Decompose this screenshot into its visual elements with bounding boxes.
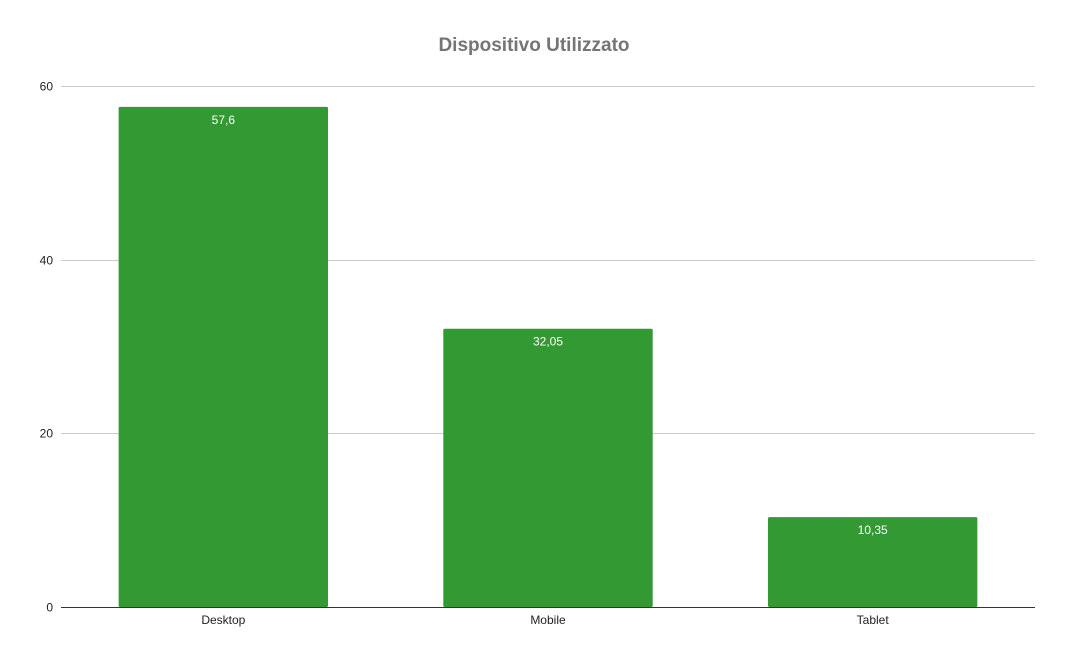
y-tick-label-0: 0 [46, 601, 53, 615]
data-label-desktop: 57,6 [212, 113, 236, 127]
bars [118, 106, 978, 607]
y-tick-label-20: 20 [40, 427, 54, 441]
bar-tablet [767, 517, 978, 607]
bar-mobile [443, 328, 653, 607]
y-tick-label-40: 40 [40, 254, 54, 268]
bar-desktop [118, 106, 329, 607]
x-tick-label-tablet: Tablet [857, 613, 890, 627]
labels: 0 20 40 60 57,6 Desktop 32,05 Mobile 10,35 Tablet [40, 80, 890, 628]
data-label-tablet: 10,35 [858, 523, 888, 537]
x-tick-label-desktop: Desktop [201, 613, 245, 627]
data-label-mobile: 32,05 [533, 335, 563, 349]
x-tick-label-mobile: Mobile [530, 613, 566, 627]
chart-title: Dispositivo Utilizzato [438, 35, 629, 56]
y-tick-label-60: 60 [40, 80, 54, 94]
